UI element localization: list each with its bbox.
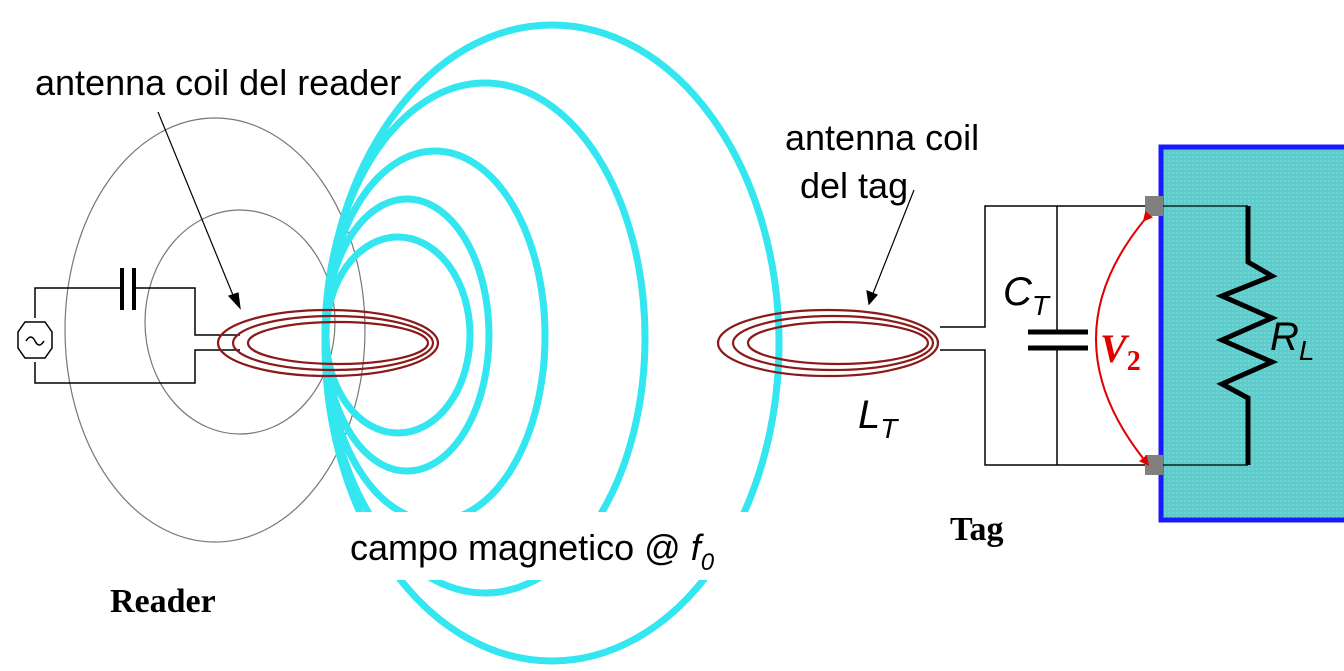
ac-source-icon <box>17 321 53 359</box>
field-label-gap <box>340 512 790 580</box>
pointer-arrows <box>157 111 915 310</box>
tag-capacitor <box>1028 329 1088 351</box>
rl-label: RL <box>1270 315 1314 366</box>
v2-label: V2 <box>1100 326 1141 377</box>
tag-circuit <box>940 205 1145 466</box>
reader-coil-label: antenna coil del reader <box>35 62 401 103</box>
terminal-top <box>1145 196 1163 216</box>
load-box <box>1158 144 1344 523</box>
reader-circuit <box>34 287 240 384</box>
tag-label: Tag <box>950 511 1004 548</box>
reader-capacitor <box>120 268 136 310</box>
reader-coil <box>216 308 440 378</box>
reader-field-lines <box>64 117 366 543</box>
tag-coil-label-line1: antenna coil <box>785 117 979 158</box>
tag-coil-label-line2: del tag <box>800 165 908 206</box>
resistor-icon <box>1215 206 1279 465</box>
voltage-arrow <box>1095 210 1154 466</box>
tag-coil <box>716 308 940 378</box>
lt-label: LT <box>858 393 899 444</box>
field-label: campo magnetico @ f0 <box>350 527 715 576</box>
terminal-bottom <box>1145 455 1163 475</box>
ct-label: CT <box>1003 270 1051 321</box>
reader-label: Reader <box>110 583 216 620</box>
